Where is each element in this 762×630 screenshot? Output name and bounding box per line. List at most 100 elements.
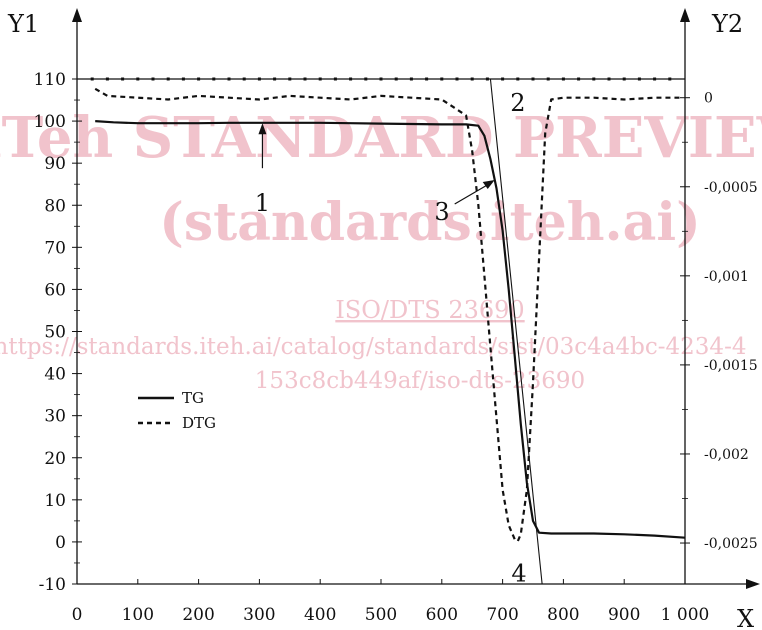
- x-tick-label: 1 000: [661, 605, 710, 625]
- reference-line-marker: [394, 77, 398, 81]
- y1-tick-label: 50: [44, 323, 66, 343]
- reference-line-marker: [121, 77, 125, 81]
- annotation-4-label: 4: [511, 560, 526, 588]
- y1-tick-label: 70: [44, 238, 66, 258]
- reference-line-marker: [181, 77, 185, 81]
- reference-line-marker: [257, 77, 261, 81]
- reference-line-marker: [653, 77, 657, 81]
- x-axis-arrow-icon: [746, 579, 760, 589]
- annotation-3-label: 3: [434, 198, 449, 226]
- reference-line-marker: [227, 77, 231, 81]
- x-tick-label: 100: [122, 605, 154, 625]
- x-tick-label: 900: [608, 605, 640, 625]
- reference-line-marker: [349, 77, 353, 81]
- x-tick-label: 200: [182, 605, 214, 625]
- x-tick-label: 400: [304, 605, 336, 625]
- reference-line-marker: [470, 77, 474, 81]
- y1-tick-label: 20: [44, 449, 66, 469]
- y1-tick-label: 110: [34, 70, 66, 90]
- annotation-1-arrowhead-icon: [258, 123, 267, 135]
- reference-line-marker: [212, 77, 216, 81]
- reference-line-marker: [516, 77, 520, 81]
- reference-line-layer: [77, 77, 685, 81]
- y2-tick-label: -0,0025: [704, 536, 758, 552]
- x-tick-label: 0: [72, 605, 83, 625]
- watermark-line2: (standards.iteh.ai): [159, 192, 700, 253]
- x-tick-label: 300: [243, 605, 275, 625]
- series-layer: [94, 78, 686, 585]
- watermark-line3: ISO/DTS 23690: [335, 296, 524, 324]
- y2-axis-arrow-icon: [680, 8, 690, 22]
- reference-line-marker: [90, 77, 94, 81]
- y1-axis-title: Y1: [7, 10, 39, 38]
- reference-line-marker: [577, 77, 581, 81]
- reference-line-marker: [333, 77, 337, 81]
- reference-line-marker: [637, 77, 641, 81]
- y2-axis-title: Y2: [711, 10, 743, 38]
- y1-tick-label: 90: [44, 154, 66, 174]
- reference-line-marker: [364, 77, 368, 81]
- reference-line-marker: [531, 77, 535, 81]
- y1-tick-label: 80: [44, 196, 66, 216]
- y2-tick-label: -0,001: [704, 269, 749, 285]
- y2-tick-label: -0,0015: [704, 358, 758, 374]
- annotation-2-label: 2: [510, 89, 525, 117]
- y1-tick-label: -10: [39, 575, 66, 595]
- reference-line-marker: [425, 77, 429, 81]
- ticks: 0 100 200 300 400 500 600 700 800 900 1 0001101009…: [34, 70, 758, 625]
- watermark-line5: 153c8cb449af/iso-dts-23690: [255, 368, 585, 394]
- reference-line-marker: [592, 77, 596, 81]
- y1-tick-label: 60: [44, 280, 66, 300]
- annotation-3-arrow: [454, 182, 491, 205]
- series-line-dtg: [94, 87, 682, 543]
- reference-line-marker: [485, 77, 489, 81]
- watermark-line4: https://standards.iteh.ai/catalog/standa…: [0, 334, 746, 360]
- reference-line-marker: [501, 77, 505, 81]
- reference-line-marker: [668, 77, 672, 81]
- reference-line-marker: [440, 77, 444, 81]
- reference-line-marker: [455, 77, 459, 81]
- y1-axis-arrow-icon: [72, 8, 82, 22]
- series-line-tg: [95, 120, 686, 539]
- reference-line-marker: [561, 77, 565, 81]
- legend-label-dtg: DTG: [182, 414, 216, 432]
- reference-line-marker: [622, 77, 626, 81]
- y1-tick-label: 0: [55, 533, 66, 553]
- reference-line-marker: [242, 77, 246, 81]
- reference-line-marker: [318, 77, 322, 81]
- y1-tick-label: 40: [44, 365, 66, 385]
- reference-line-marker: [303, 77, 307, 81]
- legend: TG DTG: [138, 389, 216, 432]
- x-tick-label: 500: [365, 605, 397, 625]
- x-axis-title: X: [737, 605, 754, 630]
- legend-label-tg: TG: [182, 389, 204, 407]
- reference-line-marker: [288, 77, 292, 81]
- x-tick-label: 600: [426, 605, 458, 625]
- x-tick-label: 800: [547, 605, 579, 625]
- reference-line-marker: [151, 77, 155, 81]
- y1-tick-label: 100: [34, 112, 66, 132]
- annotation-1-label: 1: [255, 189, 270, 217]
- y2-tick-label: -0,0005: [704, 180, 758, 196]
- annotation-3-arrowhead-icon: [482, 180, 495, 189]
- reference-line-marker: [546, 77, 550, 81]
- annotations: 1 2 3 4: [255, 89, 527, 588]
- reference-line-marker: [136, 77, 140, 81]
- reference-line-marker: [197, 77, 201, 81]
- x-tick-label: 700: [486, 605, 518, 625]
- y2-tick-label: -0,002: [704, 447, 749, 463]
- reference-line-marker: [379, 77, 383, 81]
- y2-tick-label: 0: [704, 91, 713, 107]
- reference-line-marker: [105, 77, 109, 81]
- reference-line-marker: [273, 77, 277, 81]
- watermark: iTeh STANDARD PREVIEW (standards.iteh.ai…: [0, 105, 762, 394]
- tangent-line: [489, 78, 543, 585]
- y1-tick-label: 30: [44, 407, 66, 427]
- watermark-line1: iTeh STANDARD PREVIEW: [0, 105, 762, 171]
- y1-tick-label: 10: [44, 491, 66, 511]
- reference-line-marker: [409, 77, 413, 81]
- reference-line-marker: [607, 77, 611, 81]
- axes: Y1 Y2 X: [7, 8, 760, 630]
- reference-line-marker: [166, 77, 170, 81]
